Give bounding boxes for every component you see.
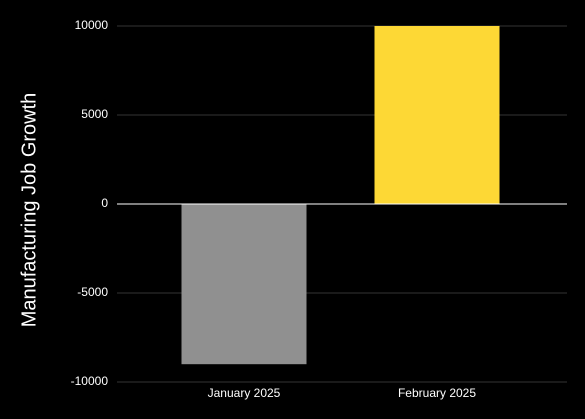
y-tick-label: 0	[101, 196, 108, 210]
x-tick-label: February 2025	[398, 386, 476, 400]
x-tick-label: January 2025	[208, 386, 281, 400]
y-tick-label: 5000	[81, 107, 108, 121]
bar	[374, 26, 500, 204]
y-tick-label: -5000	[77, 285, 108, 299]
y-axis-label: Manufacturing Job Growth	[18, 93, 40, 328]
bar	[181, 204, 307, 365]
y-tick-label: 10000	[75, 18, 109, 32]
y-tick-label: -10000	[71, 374, 109, 388]
